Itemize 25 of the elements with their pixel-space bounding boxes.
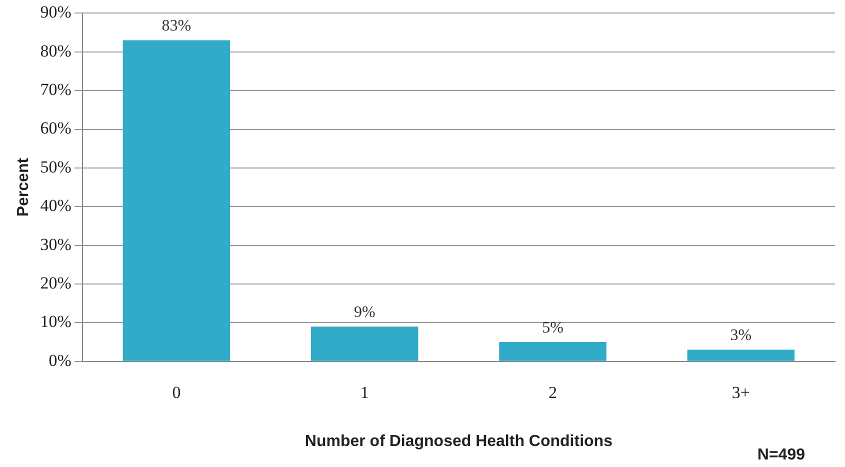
y-tick-label: 20%	[40, 273, 72, 292]
y-tick-label: 30%	[40, 234, 72, 254]
bar	[310, 326, 418, 361]
data-label: 9%	[354, 304, 376, 321]
x-tick-label: 3+	[732, 383, 750, 402]
x-tick-label: 0	[172, 383, 181, 402]
y-tick-label: 80%	[40, 41, 72, 60]
data-label: 3%	[730, 326, 752, 344]
y-tick-label: 90%	[40, 2, 72, 22]
bar	[499, 342, 606, 361]
y-tick-label: 40%	[40, 196, 72, 216]
data-label: 83%	[162, 17, 192, 34]
y-tick-label: 10%	[40, 312, 72, 332]
bar	[122, 40, 230, 361]
y-tick-label: 0%	[48, 350, 72, 370]
x-tick-label: 2	[548, 383, 558, 402]
y-axis-title: Percent	[15, 157, 32, 217]
y-tick-label: 70%	[40, 80, 72, 100]
y-tick-label: 60%	[40, 118, 72, 138]
y-tick-label: 50%	[40, 157, 72, 176]
x-axis-title: Number of Diagnosed Health Conditions	[304, 432, 613, 450]
bar	[687, 350, 795, 361]
data-label: 5%	[542, 319, 564, 336]
text: N=499	[757, 446, 806, 464]
x-tick-label: 1	[360, 383, 369, 402]
